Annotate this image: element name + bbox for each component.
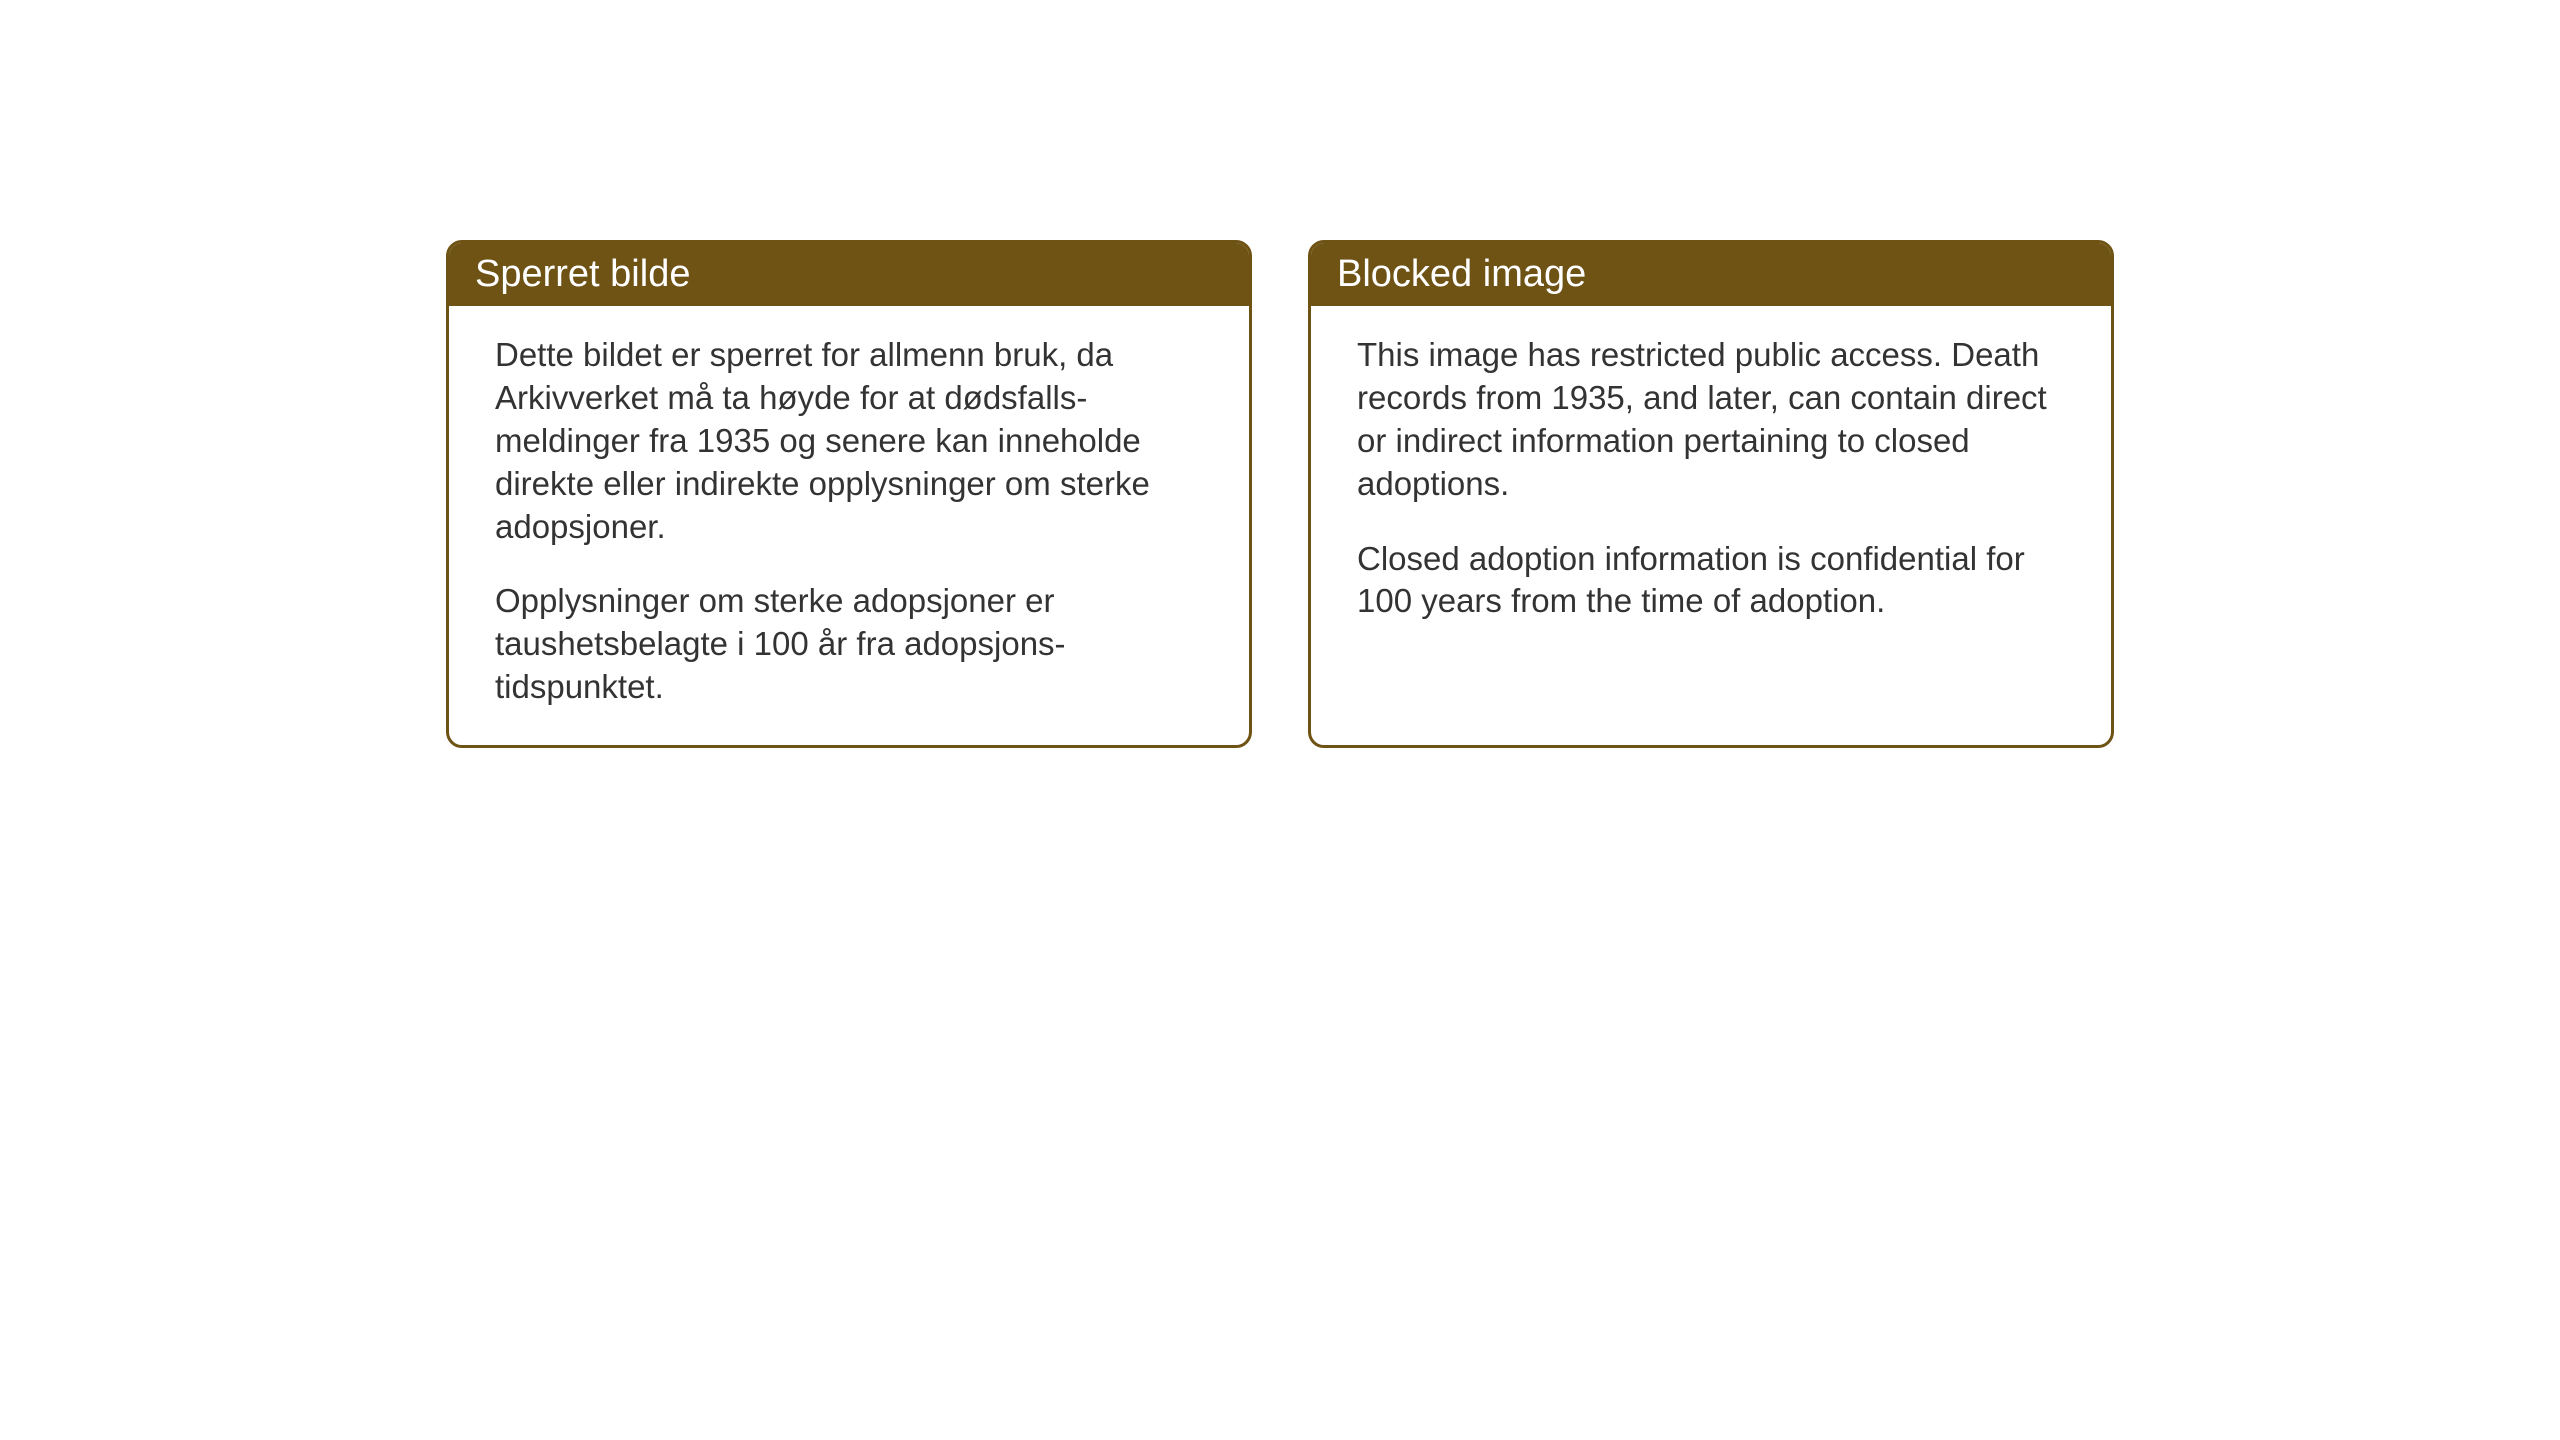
notice-body-norwegian: Dette bildet er sperret for allmenn bruk… <box>449 306 1249 745</box>
notice-box-norwegian: Sperret bilde Dette bildet er sperret fo… <box>446 240 1252 748</box>
notice-paragraph: Closed adoption information is confident… <box>1357 538 2065 624</box>
notice-body-english: This image has restricted public access.… <box>1311 306 2111 659</box>
notice-header-english: Blocked image <box>1311 243 2111 306</box>
notice-header-norwegian: Sperret bilde <box>449 243 1249 306</box>
notice-box-english: Blocked image This image has restricted … <box>1308 240 2114 748</box>
notices-container: Sperret bilde Dette bildet er sperret fo… <box>446 240 2114 748</box>
notice-paragraph: Opplysninger om sterke adopsjoner er tau… <box>495 580 1203 709</box>
notice-paragraph: Dette bildet er sperret for allmenn bruk… <box>495 334 1203 548</box>
notice-paragraph: This image has restricted public access.… <box>1357 334 2065 506</box>
